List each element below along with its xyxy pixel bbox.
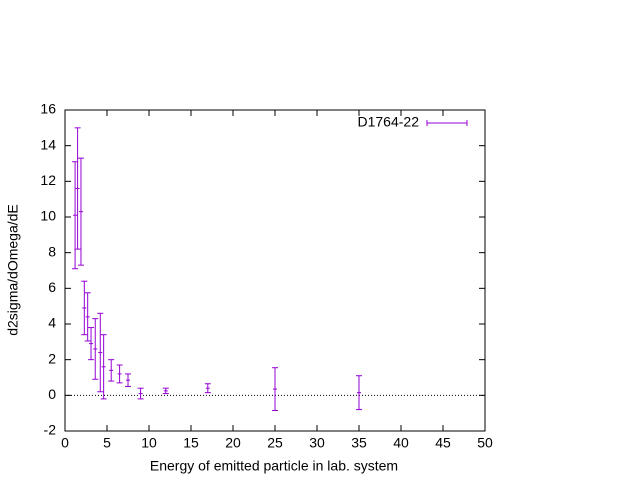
y-tick-label: 12 xyxy=(40,172,56,188)
error-bar xyxy=(72,161,79,270)
legend-label: D1764-22 xyxy=(358,114,420,130)
y-tick-label: 14 xyxy=(40,136,56,152)
y-tick-label: 6 xyxy=(48,279,56,295)
x-tick-label: 50 xyxy=(477,435,493,451)
error-bar xyxy=(162,387,169,395)
x-tick-label: 5 xyxy=(103,435,111,451)
x-tick-label: 20 xyxy=(225,435,241,451)
y-tick-label: 8 xyxy=(48,243,56,259)
error-bar xyxy=(204,383,211,394)
error-bar xyxy=(356,375,362,411)
error-bar xyxy=(84,292,91,342)
y-tick-label: 0 xyxy=(48,386,56,402)
y-tick-label: -2 xyxy=(44,422,57,438)
y-axis-label: d2sigma/dOmega/dE xyxy=(5,204,21,336)
error-bar xyxy=(92,318,99,380)
y-tick-label: 16 xyxy=(40,101,56,117)
error-bar xyxy=(137,387,144,400)
x-tick-label: 40 xyxy=(393,435,409,451)
error-bar xyxy=(272,367,278,411)
error-bar xyxy=(74,127,81,250)
x-tick-label: 15 xyxy=(183,435,199,451)
x-tick-label: 35 xyxy=(351,435,367,451)
x-tick-label: 45 xyxy=(435,435,451,451)
plot-border xyxy=(64,109,486,432)
error-bar xyxy=(108,359,115,382)
error-bar xyxy=(125,373,131,387)
x-tick-label: 10 xyxy=(141,435,157,451)
x-tick-label: 30 xyxy=(309,435,325,451)
error-bar xyxy=(116,364,123,384)
y-tick-label: 4 xyxy=(48,315,56,331)
error-bar xyxy=(77,157,84,266)
x-axis-label: Energy of emitted particle in lab. syste… xyxy=(150,458,398,474)
error-bar xyxy=(100,334,107,400)
x-tick-label: 0 xyxy=(61,435,69,451)
y-tick-label: 10 xyxy=(40,208,56,224)
error-bar xyxy=(97,312,104,393)
y-tick-label: 2 xyxy=(48,350,56,366)
error-bar xyxy=(88,327,95,361)
error-bar xyxy=(81,280,88,336)
x-tick-label: 25 xyxy=(267,435,283,451)
